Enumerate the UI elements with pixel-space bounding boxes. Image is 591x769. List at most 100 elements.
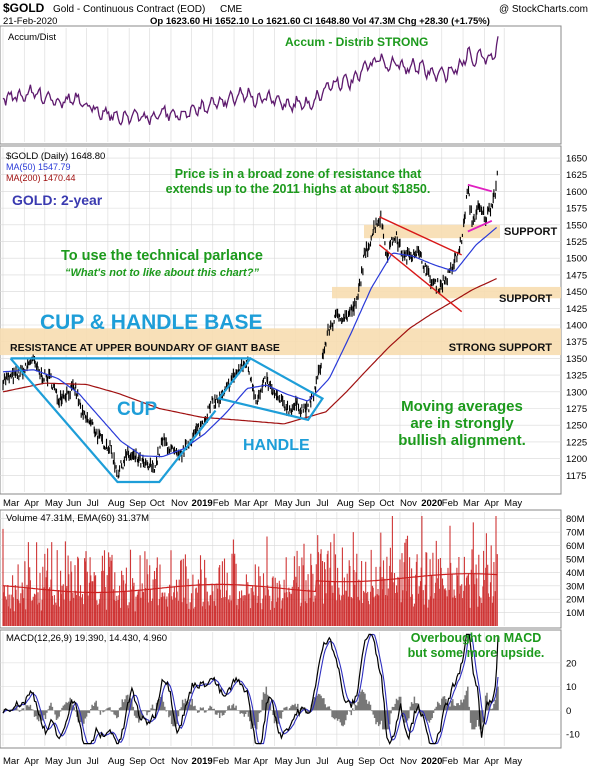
x-tick-label: May (504, 498, 522, 509)
x-tick-label: Sep (358, 498, 375, 509)
volume-tick-label: 80M (566, 514, 585, 525)
handle-outline (217, 356, 325, 422)
x-tick-label: May (275, 498, 293, 509)
x-tick-label: May (45, 498, 63, 509)
x-tick-label: Jul (316, 498, 328, 509)
header-credit: @ StockCharts.com (499, 4, 588, 15)
x-tick-label: Jun (66, 498, 81, 509)
header-date: 21-Feb-2020 (3, 16, 57, 27)
channel-upper-line (379, 216, 462, 256)
x-tick-label: 2020 (421, 498, 442, 509)
price-tick-label: 1375 (566, 337, 587, 348)
price-tick-label: 1200 (566, 454, 587, 465)
x-tick-label: Mar (234, 498, 250, 509)
volume-series (2, 516, 498, 626)
handle-label: HANDLE (243, 437, 310, 454)
ma200-legend: MA(200) 1470.44 (6, 173, 76, 183)
support-label-upper: SUPPORT (504, 226, 557, 238)
parlance-note: To use the technical parlance (61, 248, 263, 264)
x-tick-label: Jul (87, 756, 99, 767)
macd-legend: MACD(12,26,9) 19.390, 14.430, 4.960 (6, 633, 167, 644)
parlance-quote: “What's not to like about this chart?” (65, 267, 259, 279)
macd-tick-label: 10 (566, 682, 577, 693)
x-tick-label: Sep (129, 498, 146, 509)
accum-dist-panel (0, 25, 562, 145)
x-tick-label: Aug (337, 498, 354, 509)
x-tick-label: Aug (108, 756, 125, 767)
volume-tick-label: 70M (566, 528, 585, 539)
header-exchange: CME (220, 4, 243, 15)
x-tick-label: Jul (87, 498, 99, 509)
x-tick-label: Nov (171, 498, 188, 509)
strong-support-label: STRONG SUPPORT (449, 342, 553, 354)
flag-upper-line (467, 183, 493, 193)
x-tick-label: Jun (66, 756, 81, 767)
price-tick-label: 1625 (566, 170, 587, 181)
ma-note-line-1: Moving averages (401, 398, 523, 415)
price-tick-label: 1475 (566, 270, 587, 281)
ma50-line (2, 227, 497, 458)
pattern-drawings (9, 183, 493, 484)
volume-bars (2, 516, 498, 626)
x-tick-label: Aug (108, 498, 125, 509)
accum-dist-series (2, 36, 499, 126)
price-tick-label: 1175 (566, 471, 586, 482)
x-tick-label: Nov (171, 756, 188, 767)
volume-tick-label: 20M (566, 595, 585, 606)
x-tick-label: Oct (150, 498, 165, 509)
x-tick-label: Apr (253, 756, 268, 767)
channel-lower-line (378, 244, 463, 313)
volume-legend: Volume 47.31M, EMA(60) 31.37M (6, 513, 149, 524)
accum-dist-legend: Accum/Dist (8, 32, 56, 43)
macd-signal-line (2, 633, 499, 745)
ma-note-line-2: are in strongly (410, 415, 514, 432)
macd-tick-label: 0 (566, 706, 571, 717)
volume-tick-label: 30M (566, 581, 585, 592)
x-tick-label: Feb (213, 498, 229, 509)
pattern-label: CUP & HANDLE BASE (40, 311, 262, 334)
accum-dist-line (2, 36, 499, 126)
support-zone (0, 328, 561, 356)
x-tick-label: 2019 (192, 756, 213, 767)
x-tick-label: Mar (3, 498, 19, 509)
volume-tick-label: 60M (566, 541, 585, 552)
header-symbol: $GOLD (3, 1, 45, 15)
flag-lower-line (467, 219, 493, 233)
x-tick-label: May (275, 756, 293, 767)
x-tick-label: Mar (463, 756, 479, 767)
x-tick-label: 2019 (192, 498, 213, 509)
price-legend: $GOLD (Daily) 1648.80 (6, 151, 105, 162)
price-tick-label: 1575 (566, 204, 587, 215)
x-tick-label: Apr (24, 756, 39, 767)
x-tick-label: Jul (316, 756, 328, 767)
price-tick-label: 1325 (566, 371, 587, 382)
price-tick-label: 1275 (566, 404, 587, 415)
support-zone (364, 224, 500, 239)
price-tick-label: 1525 (566, 237, 587, 248)
macd-tick-label: 20 (566, 658, 577, 669)
x-tick-label: Sep (358, 756, 375, 767)
ma50-legend: MA(50) 1547.79 (6, 162, 71, 172)
macd-line (2, 633, 499, 746)
x-tick-label: Mar (463, 498, 479, 509)
x-tick-label: Aug (337, 756, 354, 767)
volume-tick-label: 40M (566, 568, 585, 579)
x-tick-label: Nov (400, 756, 417, 767)
x-tick-label: Apr (24, 498, 39, 509)
header-name: Gold - Continuous Contract (EOD) (53, 4, 205, 15)
resistance-note-line-2: extends up to the 2011 highs at about $1… (166, 182, 431, 196)
volume-ema-line (3, 573, 498, 594)
x-tick-label: Feb (442, 498, 458, 509)
cup-label: CUP (117, 399, 157, 420)
chart-title: GOLD: 2-year (12, 192, 103, 208)
macd-note-line-1: Overbought on MACD (411, 631, 542, 645)
price-tick-label: 1500 (566, 254, 587, 265)
price-tick-label: 1450 (566, 287, 587, 298)
x-tick-label: Oct (379, 756, 394, 767)
cup-outline (9, 357, 217, 484)
x-tick-label: Mar (3, 756, 19, 767)
x-tick-label: May (45, 756, 63, 767)
accum-annotation: Accum - Distrib STRONG (285, 35, 428, 49)
support-label-lower: SUPPORT (499, 293, 552, 305)
